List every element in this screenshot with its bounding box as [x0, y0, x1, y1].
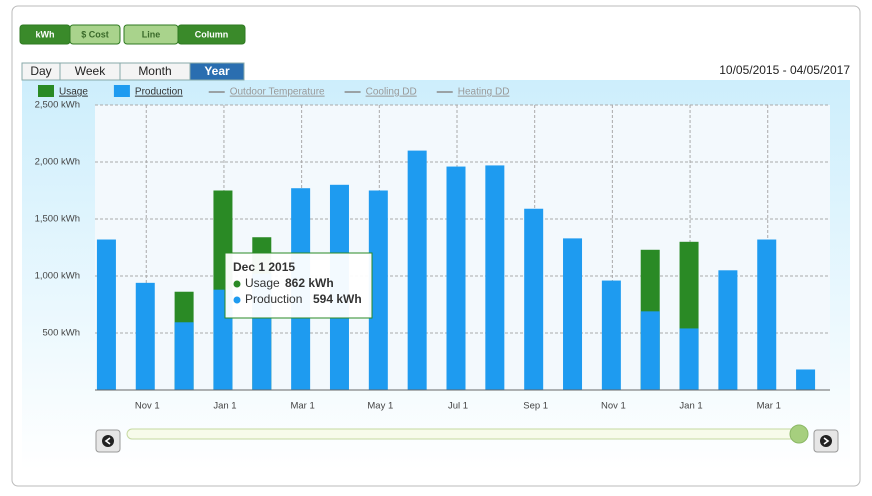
date-range: 10/05/2015 - 04/05/2017: [719, 63, 850, 77]
bar: [796, 369, 816, 390]
x-tick-label: Jan 1: [679, 401, 702, 412]
bar: [679, 328, 699, 390]
tooltip-name: Production: [245, 292, 302, 306]
y-tick-label: 1,000 kWh: [35, 271, 80, 282]
legend-label[interactable]: Cooling DD: [366, 87, 417, 98]
bar: [640, 311, 660, 390]
tooltip-dot: [233, 280, 241, 288]
legend-swatch: [38, 85, 54, 97]
legend-label[interactable]: Outdoor Temperature: [230, 87, 325, 98]
x-tick-label: May 1: [367, 401, 393, 412]
view-button-label: Column: [195, 29, 229, 39]
x-tick-label: Jan 1: [213, 401, 236, 412]
legend-label[interactable]: Usage: [59, 87, 88, 98]
x-tick-label: Mar 1: [757, 401, 781, 412]
bar: [601, 280, 621, 390]
bar: [368, 190, 388, 390]
tooltip: Dec 1 2015 Usage 862 kWh Production 594 …: [224, 252, 373, 319]
tab[interactable]: [189, 62, 245, 81]
bar: [174, 322, 194, 390]
prev-arrow: [104, 437, 111, 445]
bar: [757, 239, 777, 390]
tooltip-name: Usage: [245, 276, 280, 290]
unit-button-label: kWh: [36, 29, 55, 39]
x-tick-label: Jul 1: [448, 401, 468, 412]
legend-swatch: [113, 85, 130, 97]
legend-label[interactable]: Production: [135, 87, 183, 98]
tooltip-box: [224, 252, 373, 319]
y-tick-label: 2,500 kWh: [35, 100, 80, 111]
slider-handle[interactable]: [789, 424, 809, 444]
y-tick-label: 1,500 kWh: [35, 214, 80, 225]
x-tick-label: Sep 1: [523, 401, 548, 412]
x-tick-label: Nov 1: [601, 401, 626, 412]
bar: [563, 238, 583, 390]
navigator: [95, 424, 839, 453]
slider-track[interactable]: [126, 428, 801, 440]
y-tick-label: 2,000 kWh: [35, 157, 80, 168]
view-button-label: Line: [142, 29, 161, 39]
bar: [135, 282, 155, 390]
tab-label: Day: [30, 64, 51, 78]
tooltip-value: 594 kWh: [313, 292, 362, 306]
bar: [407, 150, 427, 390]
x-tick-label: Nov 1: [135, 401, 160, 412]
next-icon: [820, 435, 832, 447]
tab-label: Year: [204, 64, 230, 78]
next-arrow: [823, 437, 830, 445]
bar: [718, 270, 738, 390]
tooltip-title: Dec 1 2015: [233, 260, 295, 274]
unit-button-label: $ Cost: [81, 29, 109, 39]
bar: [446, 166, 466, 390]
view-button[interactable]: [177, 24, 246, 45]
bar: [485, 165, 505, 390]
tab-label: Month: [138, 64, 171, 78]
x-tick-label: Mar 1: [290, 401, 314, 412]
y-tick-label: 500 kWh: [43, 328, 81, 339]
bar: [524, 208, 544, 390]
tooltip-value: 862 kWh: [285, 276, 334, 290]
legend-label[interactable]: Heating DD: [458, 87, 510, 98]
bar: [96, 239, 116, 390]
tooltip-dot: [233, 296, 241, 304]
tab-label: Week: [75, 64, 106, 78]
prev-icon: [102, 435, 114, 447]
unit-button[interactable]: [69, 24, 121, 45]
